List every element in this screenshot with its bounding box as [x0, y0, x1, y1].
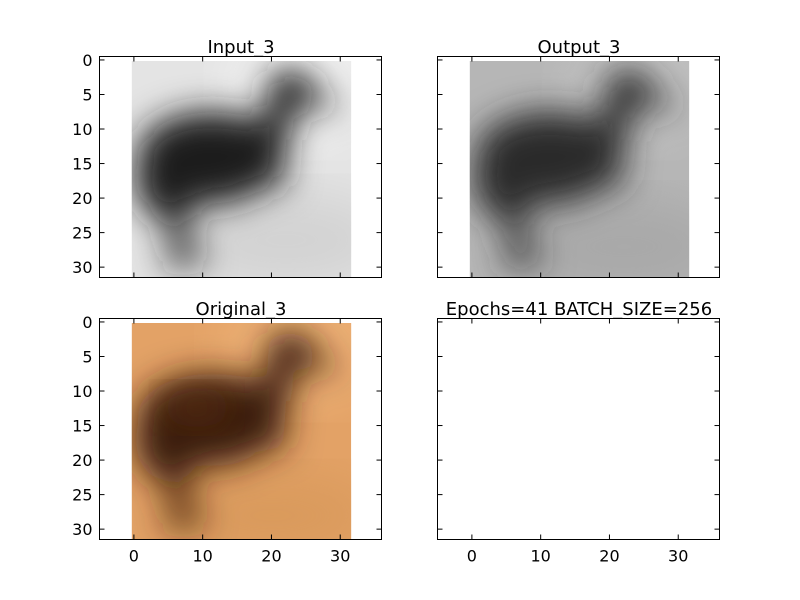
- image-input: [131, 61, 352, 277]
- axes-frame: [437, 318, 720, 540]
- axes-frame: [99, 56, 382, 278]
- xtick-label: 20: [261, 547, 281, 566]
- xtick-label: 30: [668, 547, 688, 566]
- xtick-label: 30: [330, 547, 350, 566]
- yticks: [437, 59, 720, 268]
- ytick-label: 30: [72, 258, 92, 277]
- xtick-label: 10: [530, 547, 550, 566]
- xticks: 0 10 20 30: [129, 318, 350, 566]
- subplot-original: Original_3 0 5 10 15 20 25 30 0 10 20 30: [72, 299, 382, 566]
- ytick-label: 25: [72, 486, 92, 505]
- xtick-label: 0: [467, 547, 477, 566]
- ytick-label: 25: [72, 224, 92, 243]
- xtick-label: 20: [599, 547, 619, 566]
- subplot-info: Epochs=41 BATCH_SIZE=256 0 10 20 30: [437, 299, 720, 566]
- subplot-title: Input_3: [207, 37, 274, 58]
- subplot-input: Input_3 0 5 10 15 20 25 30: [72, 37, 382, 278]
- image-original: [131, 323, 352, 539]
- axes-frame: [99, 318, 382, 540]
- xticks: [471, 56, 679, 278]
- ytick-label: 20: [72, 189, 92, 208]
- subplot-output: Output_3: [437, 37, 720, 278]
- xticks: 0 10 20 30: [467, 318, 688, 566]
- xtick-label: 10: [192, 547, 212, 566]
- subplot-title: Output_3: [538, 37, 621, 58]
- ytick-label: 0: [82, 51, 92, 70]
- subplot-title: Epochs=41 BATCH_SIZE=256: [446, 299, 712, 320]
- ytick-label: 5: [82, 347, 92, 366]
- xtick-label: 0: [129, 547, 139, 566]
- axes-frame: [437, 56, 720, 278]
- xticks: [133, 56, 341, 278]
- ytick-label: 20: [72, 451, 92, 470]
- ytick-label: 10: [72, 382, 92, 401]
- yticks: 0 5 10 15 20 25 30: [72, 51, 382, 277]
- ytick-label: 10: [72, 120, 92, 139]
- subplot-title: Original_3: [196, 299, 287, 320]
- ytick-label: 30: [72, 520, 92, 539]
- ytick-label: 0: [82, 313, 92, 332]
- ytick-label: 5: [82, 85, 92, 104]
- yticks: [437, 321, 720, 530]
- image-output: [469, 61, 690, 277]
- yticks: 0 5 10 15 20 25 30: [72, 313, 382, 539]
- ytick-label: 15: [72, 155, 92, 174]
- ytick-label: 15: [72, 417, 92, 436]
